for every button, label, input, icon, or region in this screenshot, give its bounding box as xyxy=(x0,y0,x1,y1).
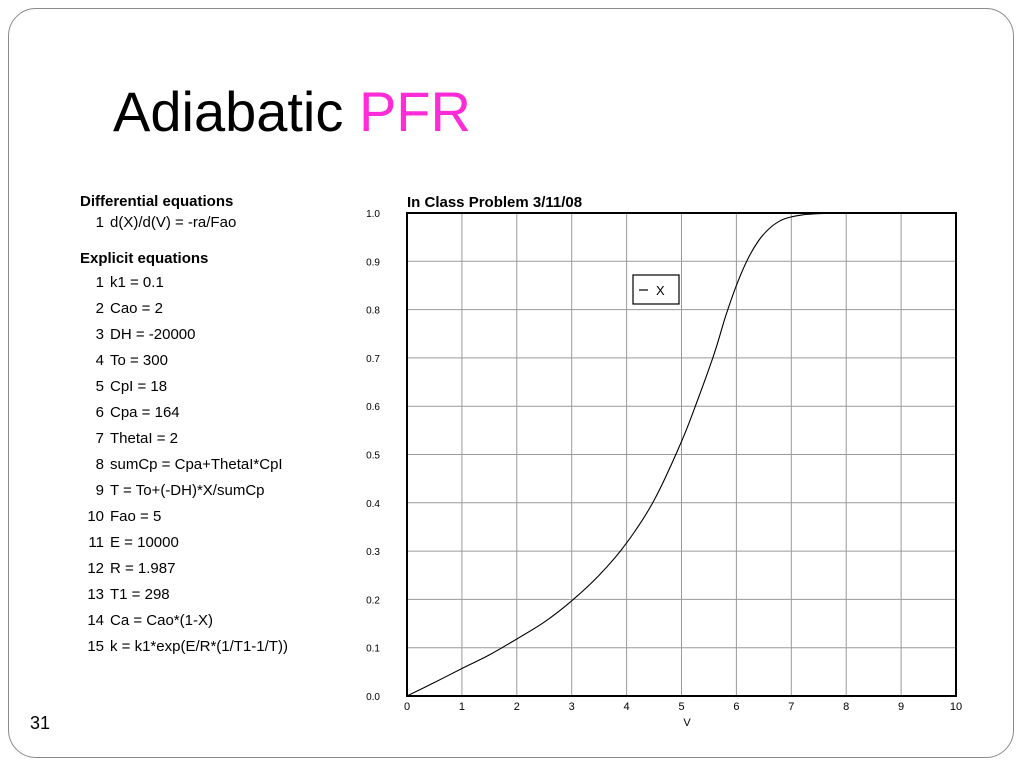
y-tick-label: 0.0 xyxy=(366,692,380,703)
differential-heading: Differential equations xyxy=(80,193,234,210)
y-tick-label: 1.0 xyxy=(366,209,380,220)
explicit-equation-text: k = k1*exp(E/R*(1/T1-1/T)) xyxy=(110,638,288,655)
x-tick-label: 0 xyxy=(404,701,410,713)
explicit-equation-text: R = 1.987 xyxy=(110,560,176,577)
y-tick-label: 0.4 xyxy=(366,499,380,510)
explicit-equation-number: 6 xyxy=(95,404,104,421)
explicit-equation-number: 8 xyxy=(95,456,104,473)
explicit-equation-text: To = 300 xyxy=(110,352,168,369)
y-tick-label: 0.8 xyxy=(366,306,380,317)
explicit-equation-number: 9 xyxy=(95,482,104,499)
x-tick-label: 5 xyxy=(678,701,684,713)
title-accent: PFR xyxy=(358,80,471,143)
explicit-equation-row: 1 k1 = 0.1 xyxy=(80,270,288,296)
explicit-equation-number: 1 xyxy=(95,274,104,291)
explicit-equation-row: 7 ThetaI = 2 xyxy=(80,426,288,452)
explicit-equation-text: sumCp = Cpa+ThetaI*CpI xyxy=(110,456,283,473)
y-tick-label: 0.7 xyxy=(366,354,380,365)
x-tick-label: 3 xyxy=(569,701,575,713)
explicit-equation-row: 9 T = To+(-DH)*X/sumCp xyxy=(80,478,288,504)
chart-ticks: 0 1 2 3 4 5 6 7 8 9 10 0.0 0.1 0.2 0.3 0.4 0.5 0.6 0.7 0.8 0… xyxy=(366,209,962,713)
explicit-equation-row: 8 sumCp = Cpa+ThetaI*CpI xyxy=(80,452,288,478)
explicit-equation-row: 3 DH = -20000 xyxy=(80,322,288,348)
explicit-equation-text: Fao = 5 xyxy=(110,508,162,525)
explicit-equation-row: 6 Cpa = 164 xyxy=(80,400,288,426)
explicit-equation-text: T = To+(-DH)*X/sumCp xyxy=(110,482,265,499)
explicit-equation-text: Ca = Cao*(1-X) xyxy=(110,612,213,629)
y-tick-label: 0.2 xyxy=(366,595,380,606)
explicit-equation-text: CpI = 18 xyxy=(110,378,168,395)
y-tick-label: 0.9 xyxy=(366,257,380,268)
equations-panel: Differential equations 1 d(X)/d(V) = -ra/… xyxy=(80,193,288,660)
explicit-equation-row: 4 To = 300 xyxy=(80,348,288,374)
explicit-equation-row: 10 Fao = 5 xyxy=(80,504,288,530)
explicit-equation-number: 11 xyxy=(88,534,104,551)
y-tick-label: 0.6 xyxy=(366,402,380,413)
y-tick-label: 0.3 xyxy=(366,547,380,558)
explicit-equation-number: 13 xyxy=(87,586,104,603)
explicit-equation-text: E = 10000 xyxy=(110,534,179,551)
legend: X xyxy=(632,274,680,305)
explicit-equation-number: 2 xyxy=(95,300,104,317)
explicit-equation-text: Cpa = 164 xyxy=(110,404,180,421)
y-tick-label: 0.1 xyxy=(366,644,380,655)
explicit-equation-row: 13 T1 = 298 xyxy=(80,582,288,608)
differential-equation-row: 1 d(X)/d(V) = -ra/Fao xyxy=(80,210,288,236)
explicit-equation-text: ThetaI = 2 xyxy=(110,430,178,447)
explicit-equation-number: 14 xyxy=(87,612,104,629)
explicit-equation-text: T1 = 298 xyxy=(110,586,170,603)
explicit-equation-row: 14 Ca = Cao*(1-X) xyxy=(80,608,288,634)
x-axis-label: V xyxy=(683,717,691,729)
differential-list: 1 d(X)/d(V) = -ra/Fao xyxy=(80,210,288,236)
explicit-equation-text: Cao = 2 xyxy=(110,300,163,317)
explicit-equation-number: 15 xyxy=(87,638,104,655)
explicit-equation-number: 12 xyxy=(87,560,104,577)
explicit-list: 1 k1 = 0.1 2 Cao = 2 3 DH = -20000 4 To = 300 5 C… xyxy=(80,270,288,660)
explicit-equation-number: 7 xyxy=(95,430,104,447)
plot-frame xyxy=(406,212,957,697)
explicit-equation-row: 12 R = 1.987 xyxy=(80,556,288,582)
title-main: Adiabatic xyxy=(113,80,344,143)
slide-title: Adiabatic PFR xyxy=(113,78,471,145)
explicit-equation-row: 11 E = 10000 xyxy=(80,530,288,556)
y-tick-label: 0.5 xyxy=(366,451,380,462)
chart-title: In Class Problem 3/11/08 xyxy=(407,194,582,211)
explicit-equation-number: 3 xyxy=(95,326,104,343)
x-tick-label: 1 xyxy=(459,701,465,713)
explicit-equation-text: k1 = 0.1 xyxy=(110,274,164,291)
explicit-equation-row: 2 Cao = 2 xyxy=(80,296,288,322)
page-number: 31 xyxy=(30,713,51,733)
explicit-heading: Explicit equations xyxy=(80,250,209,267)
x-tick-label: 2 xyxy=(514,701,520,713)
x-tick-label: 8 xyxy=(843,701,849,713)
explicit-equation-number: 4 xyxy=(95,352,104,369)
differential-equation-number: 1 xyxy=(95,214,104,231)
x-tick-label: 4 xyxy=(624,701,630,713)
series-x-line xyxy=(406,212,847,697)
explicit-equation-number: 10 xyxy=(87,508,104,525)
explicit-equation-row: 5 CpI = 18 xyxy=(80,374,288,400)
differential-equation-text: d(X)/d(V) = -ra/Fao xyxy=(110,214,237,231)
explicit-equation-number: 5 xyxy=(95,378,104,395)
x-tick-label: 10 xyxy=(950,701,962,713)
x-tick-label: 6 xyxy=(733,701,739,713)
x-tick-label: 9 xyxy=(898,701,904,713)
chart-grid xyxy=(406,212,957,697)
x-tick-label: 7 xyxy=(788,701,794,713)
explicit-equation-text: DH = -20000 xyxy=(110,326,196,343)
explicit-equation-row: 15 k = k1*exp(E/R*(1/T1-1/T)) xyxy=(80,634,288,660)
legend-label-x: X xyxy=(656,283,665,298)
